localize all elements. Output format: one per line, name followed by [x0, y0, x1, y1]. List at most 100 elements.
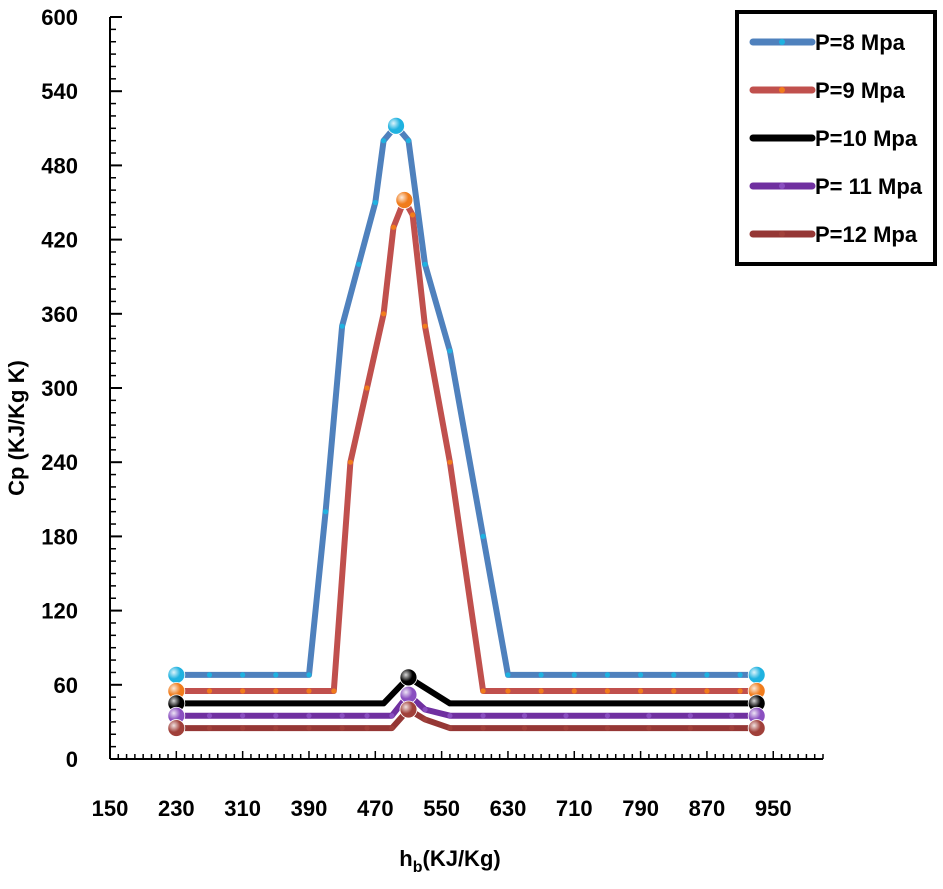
- y-tick-label: 480: [41, 153, 78, 178]
- series-point: [538, 688, 544, 694]
- series-point: [273, 713, 279, 719]
- legend-label: P=9 Mpa: [815, 78, 906, 103]
- series-point: [521, 725, 528, 731]
- series-point: [604, 725, 611, 731]
- series-highlight-gloss: [395, 191, 413, 209]
- series-line: [173, 197, 760, 694]
- series-point: [521, 700, 528, 706]
- y-tick-label: 300: [41, 376, 78, 401]
- series-point: [322, 509, 329, 515]
- series-point: [306, 688, 312, 694]
- x-axis-title-main: h: [399, 846, 412, 871]
- series-point: [339, 323, 345, 329]
- y-tick-label: 600: [41, 5, 78, 30]
- y-tick-label: 360: [41, 302, 78, 327]
- x-tick-label: 550: [423, 796, 460, 821]
- series-point: [729, 713, 735, 719]
- series-point: [447, 348, 453, 354]
- series-point: [447, 700, 453, 706]
- series-point: [364, 713, 370, 719]
- series-point: [704, 688, 710, 694]
- legend-marker: [779, 183, 785, 189]
- legend-label: P=10 Mpa: [815, 126, 918, 151]
- series-line: [173, 706, 760, 732]
- series-point: [339, 713, 345, 719]
- series-point: [638, 672, 644, 678]
- series-point: [314, 700, 320, 706]
- legend-item: P= 11 Mpa: [749, 174, 923, 199]
- x-tick-label: 870: [689, 796, 726, 821]
- y-tick-label: 420: [41, 228, 78, 253]
- series-highlight-gloss: [167, 719, 185, 737]
- series-point: [410, 212, 416, 218]
- series-point: [671, 672, 677, 678]
- legend-item: P=10 Mpa: [749, 126, 918, 151]
- series-point: [604, 700, 611, 706]
- series-point: [480, 725, 486, 731]
- y-tick-label: 0: [66, 747, 78, 772]
- legend-label: P=12 Mpa: [815, 222, 918, 247]
- series-point: [604, 672, 611, 678]
- legend-marker: [779, 135, 785, 141]
- series-point: [447, 713, 453, 719]
- series-highlight-gloss: [167, 694, 185, 712]
- series-point: [704, 672, 710, 678]
- series-point: [306, 672, 312, 678]
- series-point: [563, 725, 569, 731]
- series-line: [173, 122, 760, 678]
- series-point: [646, 713, 652, 719]
- series-point: [206, 725, 213, 731]
- series-point: [737, 688, 743, 694]
- series-point: [447, 459, 453, 465]
- series-point: [306, 713, 312, 719]
- x-axis-title: hb(KJ/Kg): [399, 846, 500, 876]
- series-highlight-gloss: [387, 117, 405, 135]
- y-axis-title: Cp (KJ/Kg K): [4, 360, 29, 496]
- legend-item: P=9 Mpa: [749, 78, 906, 103]
- series-point: [687, 713, 693, 719]
- series-point: [331, 688, 337, 694]
- series-4: [167, 685, 766, 725]
- series-point: [563, 713, 569, 719]
- series-point: [364, 385, 370, 391]
- series-point: [687, 725, 693, 731]
- series-point: [538, 672, 544, 678]
- series-point: [347, 459, 354, 465]
- series-5: [167, 700, 766, 737]
- series-highlight-gloss: [167, 666, 185, 684]
- plot-area: [167, 116, 766, 737]
- series-point: [447, 725, 453, 731]
- series-point: [521, 713, 528, 719]
- series-point: [422, 706, 428, 713]
- x-tick-label: 390: [291, 796, 328, 821]
- series-point: [206, 672, 213, 678]
- y-tick-label: 540: [41, 79, 78, 104]
- x-axis-title-subscript: b: [413, 859, 423, 876]
- y-tick-label: 180: [41, 524, 78, 549]
- series-point: [339, 725, 345, 731]
- series-point: [405, 138, 412, 144]
- series-highlight-gloss: [167, 707, 185, 725]
- x-tick-labels: 150 230 310 390 470 550 630 710 790 870 950: [92, 796, 792, 821]
- series-point: [571, 688, 577, 694]
- series-point: [306, 725, 312, 731]
- series-highlight-gloss: [399, 701, 417, 719]
- series-point: [240, 688, 246, 694]
- series-point: [380, 311, 387, 317]
- series-highlight-gloss: [748, 682, 766, 700]
- series-point: [687, 700, 693, 706]
- series-point: [505, 672, 511, 678]
- series-point: [505, 688, 511, 694]
- series-3: [167, 668, 766, 713]
- legend-item: P=12 Mpa: [749, 222, 918, 247]
- series-point: [571, 672, 577, 678]
- x-tick-label: 710: [556, 796, 593, 821]
- series-point: [380, 700, 387, 706]
- series-point: [231, 700, 237, 706]
- series-point: [671, 688, 677, 694]
- series-point: [273, 672, 279, 678]
- series-point: [372, 199, 378, 206]
- series-point: [638, 688, 644, 694]
- series-highlight-gloss: [748, 707, 766, 725]
